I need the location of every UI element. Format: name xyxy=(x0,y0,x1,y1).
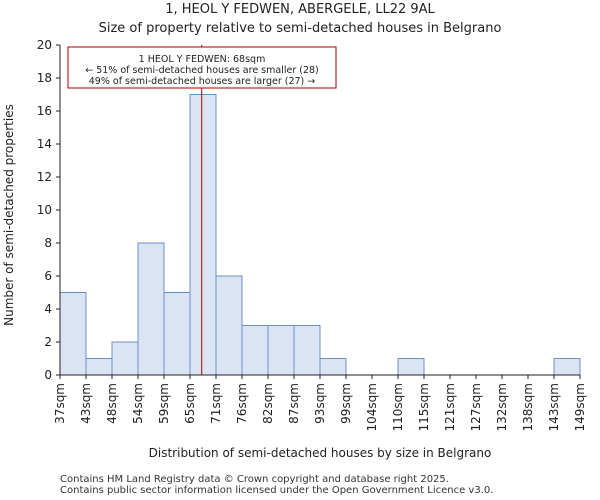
x-tick-label: 37sqm xyxy=(53,383,67,424)
y-tick-label: 20 xyxy=(37,38,52,52)
x-tick-label: 143sqm xyxy=(547,383,561,431)
histogram-bar xyxy=(397,358,425,376)
x-tick-label: 104sqm xyxy=(365,383,379,431)
x-tick-label: 138sqm xyxy=(521,383,535,431)
histogram-bar xyxy=(319,358,347,376)
x-tick-label: 127sqm xyxy=(469,383,483,431)
histogram-bar xyxy=(241,325,269,376)
histogram-bar xyxy=(189,94,217,376)
histogram-bar xyxy=(85,358,113,376)
x-tick-label: 87sqm xyxy=(287,383,301,424)
x-tick-label: 99sqm xyxy=(339,383,353,424)
y-axis-label: Number of semi-detached properties xyxy=(2,104,16,326)
histogram-bar xyxy=(553,358,581,376)
x-tick-label: 149sqm xyxy=(573,383,587,431)
histogram-bar xyxy=(267,325,295,376)
x-tick-label: 54sqm xyxy=(131,383,145,424)
footer-copyright: Contains HM Land Registry data © Crown c… xyxy=(60,474,449,485)
x-tick-label: 71sqm xyxy=(209,383,223,424)
y-tick-label: 16 xyxy=(37,104,52,118)
y-tick-label: 10 xyxy=(37,203,52,217)
y-tick-label: 0 xyxy=(44,368,52,382)
chart-subtitle: Size of property relative to semi-detach… xyxy=(98,21,502,36)
y-tick-label: 2 xyxy=(44,335,52,349)
histogram-bar xyxy=(137,242,165,376)
x-tick-label: 82sqm xyxy=(261,383,275,424)
y-tick-label: 12 xyxy=(37,170,52,184)
annotation-line-1: 1 HEOL Y FEDWEN: 68sqm xyxy=(139,54,266,65)
annotation-line-2: ← 51% of semi-detached houses are smalle… xyxy=(85,65,319,76)
x-tick-label: 43sqm xyxy=(79,383,93,424)
x-tick-label: 132sqm xyxy=(495,383,509,431)
chart-title: 1, HEOL Y FEDWEN, ABERGELE, LL22 9AL xyxy=(165,2,435,17)
histogram-bar xyxy=(59,292,87,376)
x-tick-label: 48sqm xyxy=(105,383,119,424)
y-tick-label: 14 xyxy=(37,137,52,151)
histogram-bar xyxy=(163,292,191,376)
x-tick-label: 76sqm xyxy=(235,383,249,424)
y-tick-label: 8 xyxy=(44,236,52,250)
x-axis-label: Distribution of semi-detached houses by … xyxy=(149,446,492,460)
annotation-box: 1 HEOL Y FEDWEN: 68sqm ← 51% of semi-det… xyxy=(67,46,337,89)
x-tick-label: 110sqm xyxy=(391,383,405,431)
y-tick-label: 6 xyxy=(44,269,52,283)
footer-licence: Contains public sector information licen… xyxy=(60,485,494,496)
y-tick-label: 18 xyxy=(37,71,52,85)
histogram-bar xyxy=(215,275,243,376)
annotation-line-3: 49% of semi-detached houses are larger (… xyxy=(89,76,316,87)
histogram-bar xyxy=(293,325,321,376)
x-tick-label: 59sqm xyxy=(157,383,171,424)
x-tick-label: 115sqm xyxy=(417,383,431,431)
x-tick-label: 65sqm xyxy=(183,383,197,424)
y-tick-label: 4 xyxy=(44,302,52,316)
x-tick-label: 93sqm xyxy=(313,383,327,424)
histogram-bar xyxy=(111,341,139,376)
x-tick-label: 121sqm xyxy=(443,383,457,431)
